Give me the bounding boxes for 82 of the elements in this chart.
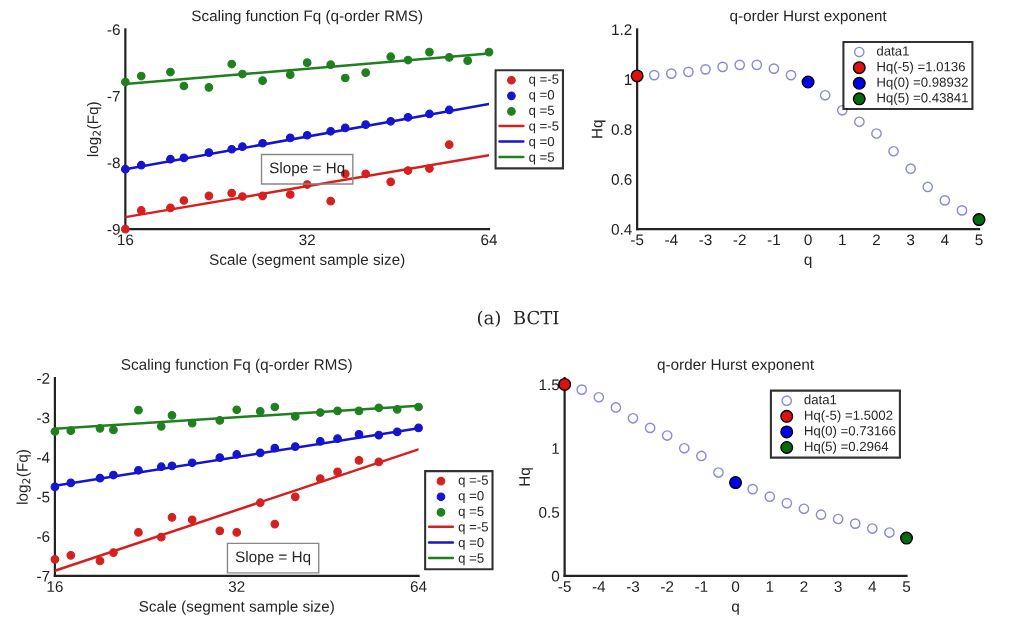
y-tick-label: 0.4 (611, 223, 632, 235)
x-tick-label: -5 (558, 581, 571, 592)
legend-label: q =5 (458, 553, 484, 566)
legend-label: q =5 (529, 152, 555, 165)
y-axis-title: Hq (519, 468, 533, 486)
x-tick-label: 16 (118, 234, 134, 246)
legend-label: q =0 (458, 537, 484, 550)
x-axis-title: q (804, 256, 812, 269)
x-tick-label: -4 (592, 581, 606, 592)
legend-label: q =-5 (458, 522, 489, 535)
y-tick-label: -5 (37, 491, 50, 503)
legend-label: Hq(0) =0.73166 (804, 425, 896, 439)
x-tick-label: 0 (804, 234, 812, 246)
y-tick-label: 1 (624, 74, 632, 85)
y-tick-label: 1.5 (539, 379, 560, 391)
x-tick-label: 0 (731, 581, 740, 592)
x-tick-label: 3 (906, 234, 915, 246)
y-tick-label: 1 (552, 443, 560, 454)
chart-title: q-order Hurst exponent (657, 358, 815, 373)
legend-label: q =0 (529, 136, 555, 149)
x-tick-label: -3 (699, 234, 712, 246)
y-tick-label: -3 (37, 412, 50, 424)
legend-label: q =-5 (529, 74, 559, 87)
legend-label: q =-5 (458, 475, 489, 488)
x-tick-label: 1 (766, 581, 774, 592)
x-tick-label: -3 (626, 581, 640, 592)
legend-label: data1 (804, 394, 837, 405)
annotation: Slope = Hq (269, 162, 345, 177)
legend-label: Hq(-5) =1.5002 (804, 410, 893, 423)
legend-label: Hq(5) =0.43841 (877, 92, 968, 106)
y-tick-label: 0.6 (611, 174, 632, 185)
legend-label: Hq(5) =0.2964 (804, 441, 889, 454)
x-tick-label: 16 (47, 581, 63, 592)
x-tick-label: -2 (733, 234, 746, 246)
x-tick-label: 2 (800, 581, 808, 592)
x-axis-title: q (731, 603, 739, 615)
y-tick-label: -4 (37, 452, 50, 463)
x-tick-label: -4 (665, 234, 678, 246)
legend-label: q =5 (458, 506, 484, 519)
y-axis-title: log$_{2}$(Fq) (16, 450, 31, 504)
x-tick-label: -1 (767, 234, 780, 246)
y-tick-label: -6 (37, 531, 50, 543)
x-tick-label: 64 (410, 581, 427, 592)
x-axis-title: Scale (segment sample size) (209, 253, 405, 269)
y-tick-label: 0.8 (611, 124, 632, 135)
legend-label: q =0 (529, 90, 555, 103)
y-tick-label: -6 (107, 24, 120, 36)
x-tick-label: 32 (299, 234, 315, 246)
y-tick-label: -2 (37, 372, 50, 384)
legend-label: q =5 (529, 105, 555, 118)
x-tick-label: 5 (902, 581, 911, 592)
x-axis-title: Scale (segment sample size) (139, 600, 334, 615)
y-tick-label: 0 (551, 570, 560, 582)
legend-label: q =-5 (529, 121, 559, 134)
legend-label: q =0 (458, 491, 484, 503)
x-tick-label: -5 (631, 234, 644, 246)
y-axis-title: Hq (591, 120, 606, 138)
x-tick-label: -1 (695, 581, 708, 592)
legend-label: data1 (876, 45, 909, 56)
x-tick-label: 4 (868, 581, 877, 592)
annotation: Slope = Hq (235, 551, 311, 566)
x-tick-label: 64 (481, 234, 498, 246)
x-tick-label: -2 (661, 581, 674, 592)
x-tick-label: 2 (872, 234, 880, 246)
chart-title: q-order Hurst exponent (730, 10, 887, 25)
y-tick-label: -7 (107, 91, 120, 102)
x-tick-label: 4 (940, 234, 949, 246)
legend-label: Hq(0) =0.98932 (877, 77, 968, 90)
y-tick-label: -7 (37, 570, 50, 582)
chart-title: Scaling function Fq (q-order RMS) (121, 358, 352, 373)
y-axis-title: log$_{2}$(Fq) (87, 102, 102, 157)
x-tick-label: 32 (228, 581, 245, 592)
x-tick-label: 1 (839, 234, 846, 246)
x-tick-label: 3 (834, 581, 842, 592)
y-tick-label: -9 (107, 223, 120, 235)
chart-title: Scaling function Fq (q-order RMS) (191, 10, 423, 25)
y-tick-label: 0.5 (539, 506, 560, 518)
text: (a) BCTI (477, 310, 559, 328)
y-tick-label: 1.2 (612, 24, 632, 35)
x-tick-label: 5 (975, 234, 983, 246)
y-tick-label: -8 (107, 157, 120, 169)
legend-label: Hq(-5) =1.0136 (877, 61, 965, 74)
